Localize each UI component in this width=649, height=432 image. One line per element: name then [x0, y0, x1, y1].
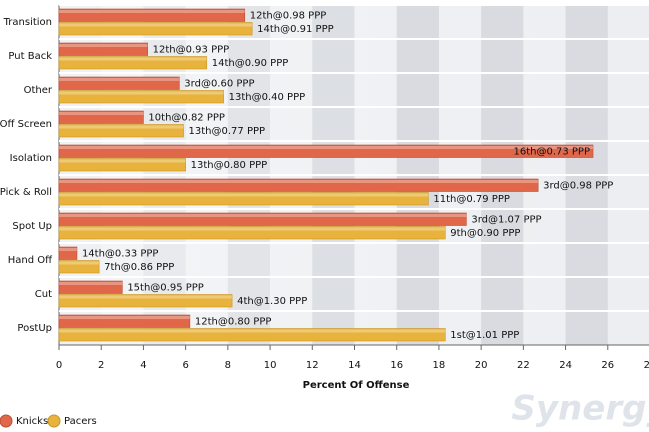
bar: [58, 212, 467, 226]
bar-highlight: [59, 214, 467, 217]
bar-label: 1st@1.01 PPP: [450, 330, 519, 341]
bar: [58, 328, 446, 342]
x-tick-label: 18: [433, 360, 446, 371]
bar-label: 11th@0.79 PPP: [433, 194, 510, 205]
x-tick-label: 6: [182, 360, 188, 371]
x-tick-label: 28: [644, 360, 649, 371]
bar: [58, 260, 100, 274]
y-tick-label: Transition: [3, 17, 52, 28]
bar-highlight: [59, 282, 123, 285]
bar-highlight: [59, 159, 186, 163]
bar: [58, 314, 191, 328]
bar-highlight: [59, 180, 539, 183]
bar: [58, 76, 180, 90]
bar-label: 13th@0.80 PPP: [191, 160, 268, 171]
bar-highlight: [59, 295, 233, 299]
y-tick-label: Put Back: [8, 51, 52, 62]
bar-label: 12th@0.98 PPP: [250, 10, 327, 21]
bar-label: 10th@0.82 PPP: [148, 112, 225, 123]
x-tick-label: 14: [348, 360, 361, 371]
y-tick-label: Off Screen: [0, 119, 52, 130]
x-axis-title: Percent Of Offense: [303, 380, 410, 391]
bar-label: 4th@1.30 PPP: [237, 296, 307, 307]
bar-highlight: [59, 125, 184, 129]
y-tick-label: Hand Off: [8, 255, 53, 266]
bar-highlight: [59, 329, 446, 333]
bar-label: 12th@0.93 PPP: [153, 44, 230, 55]
bar-label: 16th@0.73 PPP: [513, 146, 590, 157]
bar-highlight: [59, 23, 253, 27]
x-tick-label: 26: [601, 360, 614, 371]
x-tick-label: 16: [390, 360, 403, 371]
bar-highlight: [59, 10, 245, 13]
bar-label: 15th@0.95 PPP: [127, 282, 204, 293]
bar: [58, 22, 253, 36]
bar-highlight: [59, 193, 429, 197]
x-tick-label: 4: [140, 360, 146, 371]
bar: [58, 42, 148, 56]
bar: [58, 178, 539, 192]
bar: [58, 226, 446, 240]
x-tick-label: 0: [56, 360, 62, 371]
y-tick-label: Cut: [35, 289, 52, 300]
bar-highlight: [59, 112, 144, 115]
bar-highlight: [59, 248, 77, 251]
bar-highlight: [59, 316, 190, 319]
bar: [58, 144, 594, 158]
bar-label: 3rd@0.98 PPP: [543, 180, 613, 191]
bar: [58, 90, 224, 104]
bar-label: 7th@0.86 PPP: [104, 262, 174, 273]
x-tick-label: 20: [475, 360, 488, 371]
bar-label: 3rd@0.60 PPP: [184, 78, 254, 89]
bar-label: 12th@0.80 PPP: [195, 316, 272, 327]
bar: [58, 294, 233, 308]
bar-highlight: [59, 261, 100, 265]
y-tick-label: Other: [24, 85, 53, 96]
bar: [58, 56, 208, 70]
bar-label: 13th@0.40 PPP: [229, 92, 306, 103]
x-tick-label: 10: [264, 360, 277, 371]
bar-highlight: [59, 57, 207, 61]
x-tick-label: 22: [517, 360, 530, 371]
bar-highlight: [59, 91, 224, 95]
x-tick-label: 2: [98, 360, 104, 371]
bar: [58, 8, 246, 22]
legend-label: Knicks: [16, 416, 48, 427]
legend-label: Pacers: [64, 416, 97, 427]
bar: [58, 280, 123, 294]
bar-label: 14th@0.33 PPP: [82, 248, 159, 259]
y-tick-label: Pick & Roll: [0, 187, 52, 198]
bar-label: 14th@0.91 PPP: [257, 24, 334, 35]
x-tick-label: 24: [559, 360, 572, 371]
legend-marker: [0, 414, 13, 428]
y-tick-label: PostUp: [17, 323, 52, 334]
bar: [58, 246, 78, 260]
bar: [58, 110, 144, 124]
bar: [58, 124, 184, 138]
bar: [58, 192, 429, 206]
bar-label: 3rd@1.07 PPP: [471, 214, 541, 225]
watermark: Synergy: [511, 389, 649, 429]
legend-marker: [47, 414, 61, 428]
bar-label: 14th@0.90 PPP: [212, 58, 289, 69]
bar-label: 9th@0.90 PPP: [450, 228, 520, 239]
y-tick-label: Isolation: [10, 153, 52, 164]
bar: [58, 158, 186, 172]
bar-highlight: [59, 146, 594, 149]
y-tick-label: Spot Up: [12, 221, 52, 232]
x-tick-label: 12: [306, 360, 319, 371]
bar-highlight: [59, 227, 446, 231]
bar-highlight: [59, 44, 148, 47]
x-tick-label: 8: [225, 360, 231, 371]
bar-highlight: [59, 78, 180, 81]
bar-label: 13th@0.77 PPP: [189, 126, 266, 137]
